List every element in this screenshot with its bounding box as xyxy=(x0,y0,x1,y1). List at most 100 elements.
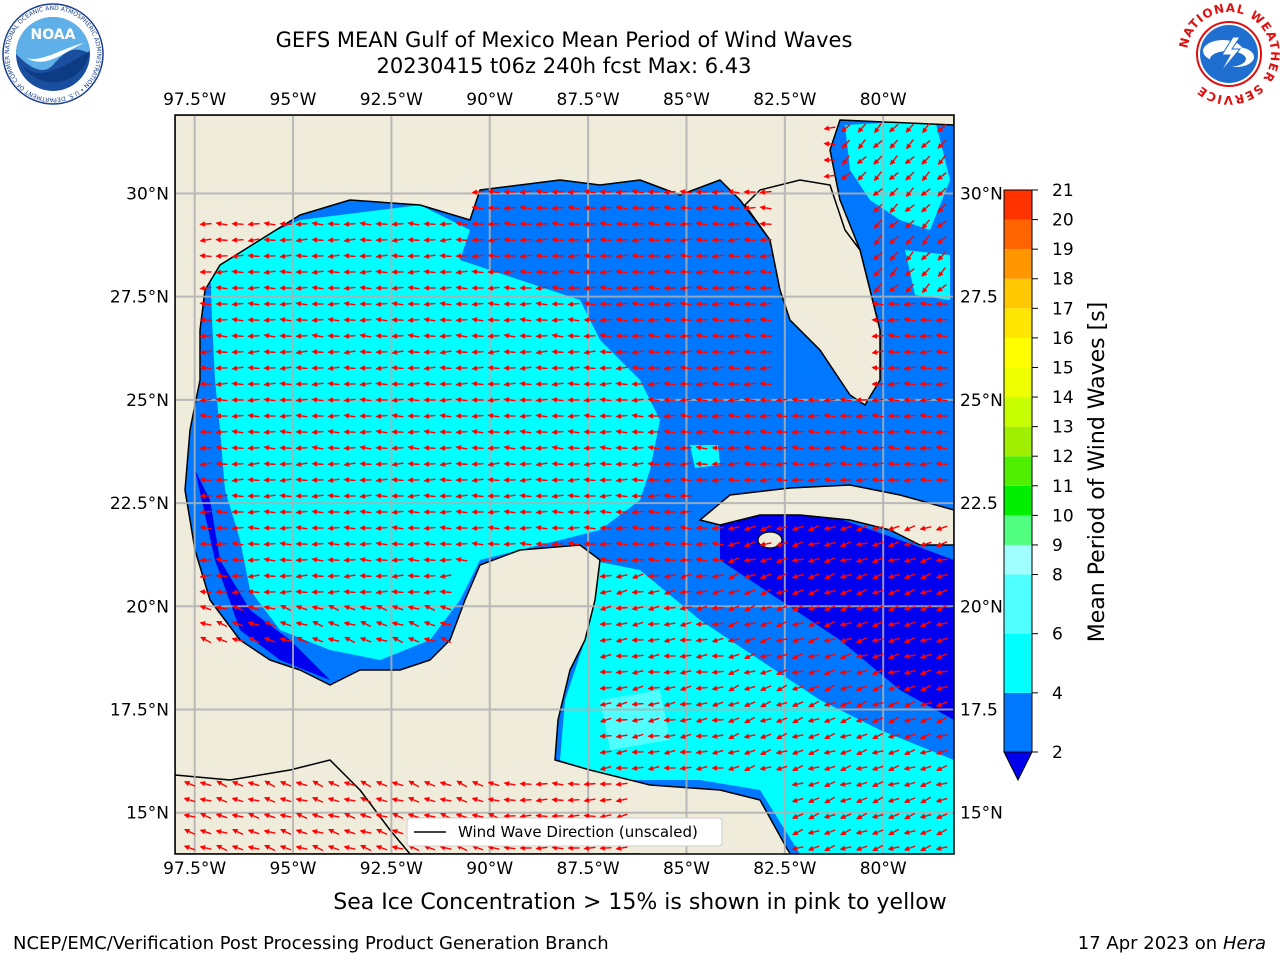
wave-direction-arrow xyxy=(823,173,836,179)
wave-direction-arrow xyxy=(615,269,628,275)
wave-direction-arrow xyxy=(615,717,628,723)
wave-direction-arrow xyxy=(791,397,804,403)
wave-direction-arrow xyxy=(311,493,324,499)
wave-direction-arrow xyxy=(279,461,292,467)
wave-direction-arrow xyxy=(921,267,931,277)
wave-direction-arrow xyxy=(839,397,852,403)
wave-direction-arrow xyxy=(343,525,356,531)
wave-direction-arrow xyxy=(728,684,740,692)
wave-direction-arrow xyxy=(935,381,948,387)
wave-direction-arrow xyxy=(487,461,500,467)
wave-direction-arrow xyxy=(775,749,788,755)
wave-direction-arrow xyxy=(631,221,644,227)
wave-direction-arrow xyxy=(215,237,228,243)
wave-direction-arrow xyxy=(375,477,388,483)
wave-direction-arrow xyxy=(904,204,915,212)
wave-direction-arrow xyxy=(759,541,772,547)
wave-direction-arrow xyxy=(647,509,660,515)
wave-direction-arrow xyxy=(679,669,692,675)
map-legend: Wind Wave Direction (unscaled) xyxy=(406,817,723,847)
wave-direction-arrow xyxy=(807,653,820,659)
wave-direction-arrow xyxy=(327,637,340,643)
wave-direction-arrow xyxy=(263,269,276,275)
wave-direction-arrow xyxy=(407,509,420,515)
wave-direction-arrow xyxy=(391,365,404,371)
wave-direction-arrow xyxy=(567,445,580,451)
colorbar-swatch xyxy=(1004,426,1032,457)
wave-direction-arrow xyxy=(823,749,836,755)
wave-direction-arrow xyxy=(631,397,644,403)
wave-direction-arrow xyxy=(551,429,564,435)
wave-direction-arrow xyxy=(599,317,612,323)
wave-direction-arrow xyxy=(919,669,932,675)
colorbar-tick-label: 20 xyxy=(1052,211,1074,231)
wave-direction-arrow xyxy=(856,155,867,165)
wave-direction-arrow xyxy=(887,397,900,403)
wave-direction-arrow xyxy=(663,557,676,563)
wave-direction-arrow xyxy=(920,251,931,261)
wave-direction-arrow xyxy=(935,669,948,675)
wave-direction-arrow xyxy=(823,125,836,131)
wave-direction-arrow xyxy=(247,445,260,451)
wave-direction-arrow xyxy=(647,461,660,467)
wave-direction-arrow xyxy=(375,621,388,627)
wave-direction-arrow xyxy=(727,717,740,723)
wave-direction-arrow xyxy=(343,445,356,451)
wave-direction-arrow xyxy=(583,349,596,355)
wave-direction-arrow xyxy=(935,573,948,579)
wave-direction-arrow xyxy=(936,716,948,724)
wave-direction-arrow xyxy=(615,205,628,211)
wave-direction-arrow xyxy=(343,365,356,371)
wave-direction-arrow xyxy=(327,333,340,339)
wave-direction-arrow xyxy=(727,285,740,291)
wave-direction-arrow xyxy=(375,637,388,643)
footer-date: 17 Apr 2023 on Hera xyxy=(1078,933,1266,954)
wave-direction-arrow xyxy=(663,445,676,451)
wave-direction-arrow xyxy=(359,333,372,339)
wave-direction-arrow xyxy=(919,301,932,307)
wave-direction-arrow xyxy=(727,445,740,451)
wave-direction-arrow xyxy=(407,317,420,323)
wave-direction-arrow xyxy=(359,461,372,467)
wave-direction-arrow xyxy=(519,445,532,451)
wave-direction-arrow xyxy=(439,253,452,259)
wave-direction-arrow xyxy=(743,621,756,627)
wave-direction-arrow xyxy=(807,541,820,547)
colorbar-tick-label: 9 xyxy=(1052,536,1063,556)
wave-direction-arrow xyxy=(839,733,852,739)
wave-direction-arrow xyxy=(551,509,564,515)
wave-direction-arrow xyxy=(599,429,612,435)
wave-direction-arrow xyxy=(759,221,772,227)
wave-direction-arrow xyxy=(599,541,612,547)
wave-direction-arrow xyxy=(327,301,340,307)
wave-direction-arrow xyxy=(215,269,228,275)
wave-direction-arrow xyxy=(375,493,388,499)
wave-direction-arrow xyxy=(727,589,740,595)
wave-direction-arrow xyxy=(583,477,596,483)
wave-direction-arrow xyxy=(327,525,340,531)
wave-direction-arrow xyxy=(311,285,324,291)
lon-tick-bottom: 85°W xyxy=(663,859,710,879)
wave-direction-arrow xyxy=(727,189,740,195)
wave-direction-arrow xyxy=(375,573,388,579)
colorbar-tick-label: 13 xyxy=(1052,418,1074,438)
wave-direction-arrow xyxy=(903,429,916,435)
wave-direction-arrow xyxy=(935,397,948,403)
wave-direction-arrow xyxy=(263,461,276,467)
wave-direction-arrow xyxy=(551,333,564,339)
wave-direction-arrow xyxy=(743,381,756,387)
wave-direction-arrow xyxy=(375,269,388,275)
colorbar-label: Mean Period of Wind Waves [s] xyxy=(1085,302,1110,642)
wave-direction-arrow xyxy=(199,605,212,611)
wave-direction-arrow xyxy=(503,429,516,435)
wave-direction-arrow xyxy=(343,397,356,403)
lon-tick-top: 82.5°W xyxy=(753,90,816,110)
wave-direction-arrow xyxy=(759,253,772,259)
wave-direction-arrow xyxy=(871,541,884,547)
wave-direction-arrow xyxy=(663,381,676,387)
wave-direction-arrow xyxy=(856,700,868,708)
lon-tick-bottom: 97.5°W xyxy=(163,859,226,879)
wave-direction-arrow xyxy=(311,445,324,451)
wave-direction-arrow xyxy=(743,349,756,355)
wave-direction-arrow xyxy=(615,589,628,595)
